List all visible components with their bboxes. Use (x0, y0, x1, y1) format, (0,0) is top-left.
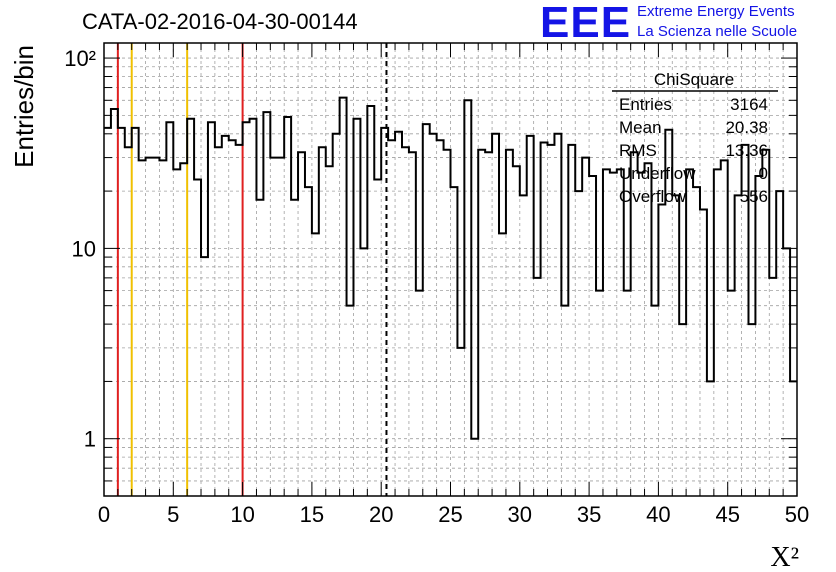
x-axis-label: X² (770, 542, 799, 572)
stats-value-rms: 13.36 (725, 141, 768, 160)
stats-box: ChiSquare Entries 3164 Mean 20.38 RMS 13… (612, 70, 778, 206)
grid-layer (104, 43, 797, 496)
y-tick-label: 1 (84, 427, 96, 452)
eee-logo-mark: EEE (540, 0, 632, 47)
y-tick-label: 10 (72, 236, 96, 261)
x-tick-label: 40 (646, 502, 670, 527)
axis-layer: 0 5 10 15 20 25 30 35 40 45 50 1 10 10² X² Entries/bin (9, 43, 809, 572)
eee-logo: EEE Extreme Energy Events La Scienza nel… (540, 0, 836, 47)
x-tick-label: 50 (785, 502, 809, 527)
x-tick-label: 25 (438, 502, 462, 527)
stats-label-underflow: Underflow (619, 164, 696, 183)
x-tick-label: 15 (300, 502, 324, 527)
stats-title: ChiSquare (654, 70, 734, 89)
x-tick-label: 45 (715, 502, 739, 527)
stats-label-rms: RMS (619, 141, 657, 160)
page-title: CATA-02-2016-04-30-00144 (82, 9, 358, 34)
histogram-layer (104, 96, 797, 440)
stats-value-entries: 3164 (730, 95, 768, 114)
y-axis-label: Entries/bin (9, 45, 39, 168)
stats-label-entries: Entries (619, 95, 672, 114)
logo-text-line-1: Extreme Energy Events (637, 3, 795, 20)
histogram-steps (104, 96, 797, 440)
x-tick-label: 30 (508, 502, 532, 527)
x-tick-label: 0 (98, 502, 110, 527)
stats-value-mean: 20.38 (725, 118, 768, 137)
stats-label-overflow: Overflow (619, 187, 687, 206)
x-tick-label: 20 (369, 502, 393, 527)
x-tick-label: 35 (577, 502, 601, 527)
stats-value-underflow: 0 (759, 164, 768, 183)
x-tick-label: 5 (167, 502, 179, 527)
stats-value-overflow: 556 (740, 187, 768, 206)
logo-text-line-2: La Scienza nelle Scuole (637, 23, 798, 40)
y-tick-label: 10² (64, 46, 96, 71)
stats-label-mean: Mean (619, 118, 662, 137)
x-tick-label: 10 (230, 502, 254, 527)
